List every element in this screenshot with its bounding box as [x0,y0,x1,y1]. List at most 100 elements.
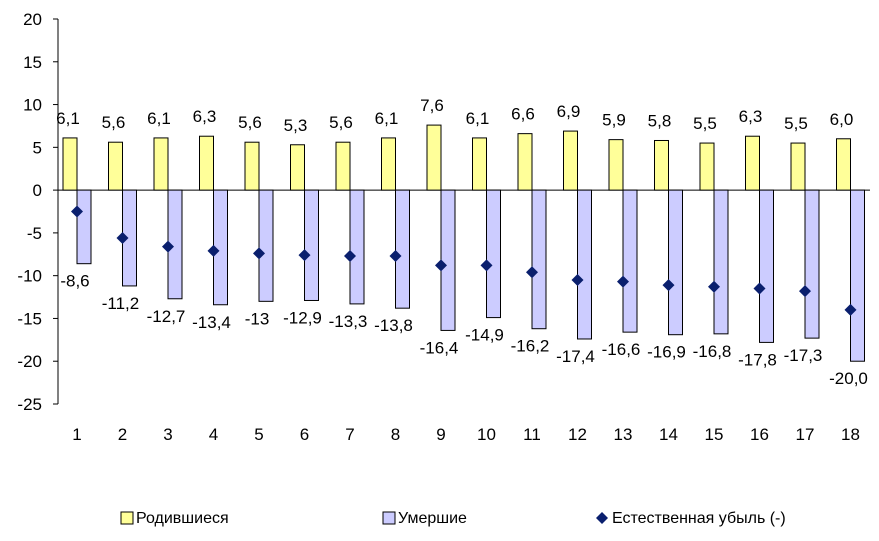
natural-decrease-marker [435,259,447,272]
legend-deaths-label: Умершие [398,510,467,527]
x-tick-label: 9 [436,425,445,444]
deaths-value-label: -11,2 [102,294,140,313]
deaths-value-label: -16,2 [511,337,550,356]
chart-bars [62,124,865,362]
deaths-value-label: -16,4 [420,338,459,357]
births-bar [699,142,715,191]
deaths-value-label: -13,3 [329,312,368,331]
births-bar [108,141,123,191]
legend-births-swatch [120,511,134,525]
births-value-label: 5,5 [693,114,717,133]
births-bar [290,144,305,191]
deaths-value-label: -17,3 [784,346,823,365]
y-tick-label: 10 [23,96,42,115]
births-bar [790,142,806,191]
deaths-value-label: -12,9 [283,308,322,327]
legend-natural-decrease-label: Естественная убыль (-) [612,510,786,527]
natural-decrease-marker [298,249,311,262]
deaths-bar [577,189,592,340]
deaths-bar [395,189,410,309]
chart-markers [71,205,857,316]
chart-axes [57,19,870,404]
deaths-bar [258,189,274,302]
deaths-value-label: -20,0 [829,369,868,388]
legend-births-label: Родившиеся [136,510,229,527]
births-value-label: 6,9 [557,102,581,121]
deaths-value-label: -16,8 [693,342,732,361]
births-value-label: 5,5 [784,114,808,133]
x-tick-label: 16 [750,425,769,444]
deaths-value-label: -17,8 [738,350,777,369]
deaths-bar [486,189,501,319]
legend-natural-decrease-marker [596,512,608,524]
y-tick-label: 5 [33,138,42,157]
deaths-value-label: -13,4 [192,313,231,332]
births-bar [745,135,760,191]
births-bar [244,141,260,191]
deaths-value-label: -13 [245,309,270,328]
x-tick-label: 7 [345,425,354,444]
deaths-bar [531,189,547,330]
y-tick-label: 0 [33,181,42,200]
natural-decrease-marker [708,280,720,293]
births-value-label: 5,9 [602,111,626,130]
deaths-bar [759,189,774,343]
x-tick-label: 6 [300,425,309,444]
deaths-bar [622,189,638,333]
deaths-value-label: -16,6 [602,340,641,359]
natural-decrease-marker [526,266,538,279]
births-bar [563,130,578,191]
births-value-label: 6,6 [511,105,535,124]
deaths-value-label: -8,6 [60,272,89,291]
deaths-value-label: -14,9 [465,326,504,345]
legend-deaths-swatch [382,511,396,525]
x-tick-label: 1 [72,425,81,444]
births-bar [608,139,624,191]
natural-decrease-marker [389,249,402,262]
births-bar [517,133,533,191]
births-bar [199,135,214,191]
births-value-label: 6,1 [466,109,490,128]
natural-decrease-marker [799,285,811,298]
x-tick-label: 17 [796,425,815,444]
births-value-label: 6,1 [147,109,171,128]
births-value-label: 6,0 [830,110,854,129]
deaths-bar [349,189,365,305]
births-value-label: 6,1 [375,109,399,128]
births-value-label: 6,3 [193,107,217,126]
births-value-label: 6,1 [56,109,80,128]
x-tick-label: 14 [659,425,678,444]
natural-decrease-marker [344,249,356,262]
births-value-label: 5,6 [329,113,353,132]
births-bar [836,138,851,191]
x-tick-label: 13 [614,425,633,444]
x-tick-label: 3 [163,425,172,444]
deaths-value-label: -12,7 [147,307,186,326]
y-tick-label: -10 [17,267,42,286]
births-bar [381,137,396,191]
x-tick-label: 10 [477,425,496,444]
natural-decrease-marker [571,273,584,286]
deaths-bar [850,189,865,362]
x-tick-label: 18 [841,425,860,444]
births-bar [335,141,351,191]
y-tick-label: 20 [23,10,42,29]
deaths-bar [713,189,729,335]
chart-data-labels: 6,1 -8,6 5,6 -11,2 6,1 -12,7 6,3 -13,4 5,6 -13 5,3… [56,96,868,388]
births-bar [153,137,169,191]
x-tick-label: 12 [568,425,587,444]
y-tick-label: -25 [17,395,42,414]
births-value-label: 6,3 [739,107,763,126]
births-value-label: 7,6 [420,96,444,115]
x-axis-labels: 1 2 3 4 5 6 7 8 9 10 11 12 13 14 15 16 17 18 [72,425,860,444]
natural-decrease-marker [480,259,493,272]
natural-decrease-marker [753,282,766,295]
births-bar [62,137,78,191]
deaths-bar [668,189,683,336]
natural-decrease-marker [253,247,265,260]
y-axis-ticks: 20 15 10 5 0 -5 -10 -15 -20 -25 [17,10,58,414]
x-tick-label: 4 [209,425,218,444]
natural-decrease-marker [662,279,675,292]
births-bar [654,139,669,191]
